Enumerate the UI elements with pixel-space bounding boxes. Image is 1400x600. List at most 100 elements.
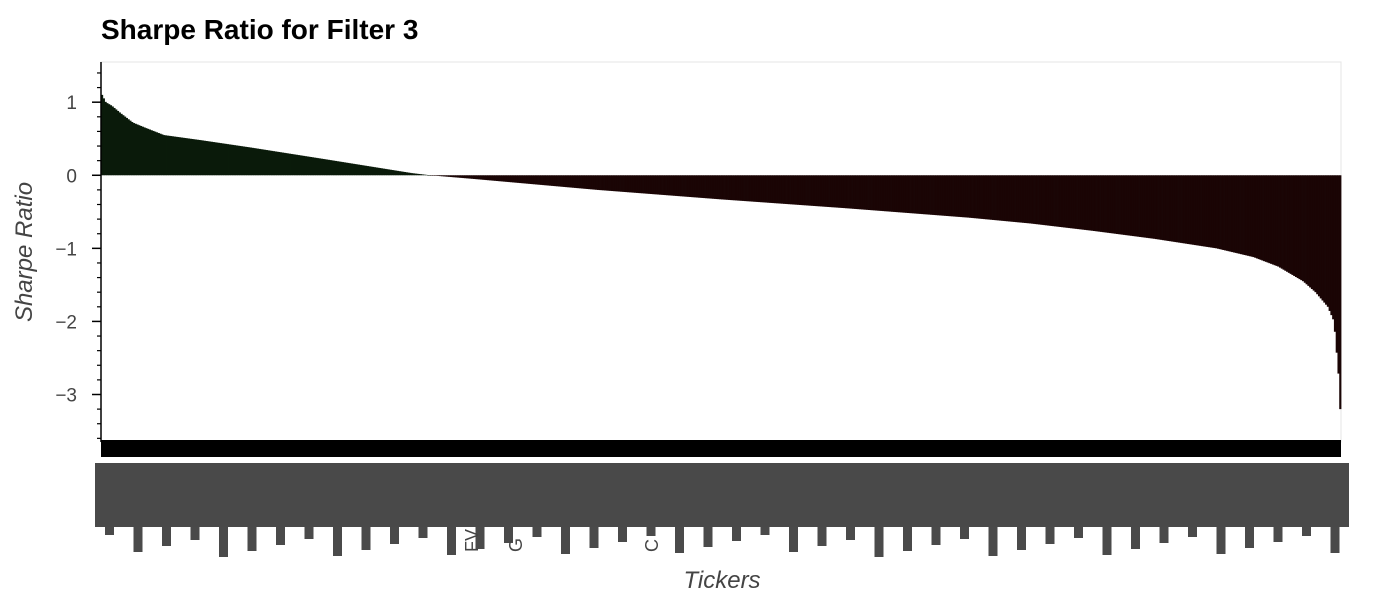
bar [396, 170, 399, 176]
bar [214, 142, 217, 176]
bar [976, 175, 979, 219]
bar [621, 175, 624, 192]
bar [1137, 175, 1140, 237]
bar [377, 167, 380, 176]
x-tick-label-mass [95, 463, 1349, 527]
bar [965, 175, 968, 218]
bar [692, 175, 695, 198]
bar [1220, 175, 1223, 250]
x-tick-label-overflow [874, 527, 884, 557]
bar [444, 175, 447, 177]
bar [903, 175, 906, 213]
bar [1078, 175, 1081, 230]
bar [154, 131, 157, 176]
bar [292, 154, 295, 176]
bar [651, 175, 655, 195]
bar [453, 175, 456, 178]
bar [1144, 175, 1147, 238]
bar [565, 175, 568, 188]
bar [1201, 175, 1204, 247]
bar [102, 98, 105, 176]
bar [605, 175, 609, 191]
bar [1064, 175, 1067, 228]
bar [379, 168, 382, 176]
bar [623, 175, 626, 192]
x-tick-label-overflow [333, 527, 342, 556]
bar [889, 175, 892, 212]
bar [1105, 175, 1108, 233]
bar [612, 175, 616, 192]
bar [527, 175, 531, 184]
bar [1119, 175, 1122, 235]
bar [458, 175, 461, 178]
bar [1333, 175, 1337, 332]
bar [503, 175, 506, 182]
bar [885, 175, 888, 212]
bar [380, 168, 384, 176]
bar [736, 175, 740, 201]
bar [173, 136, 176, 176]
x-tick-label-overflow [276, 527, 285, 545]
x-tick-label-overflow [988, 527, 998, 556]
bar [212, 142, 215, 176]
bar [1225, 175, 1229, 251]
bar [657, 175, 660, 195]
bar [368, 166, 371, 176]
bar [1209, 175, 1213, 248]
bar [729, 175, 733, 201]
bar [1046, 175, 1050, 226]
bar [768, 175, 771, 203]
x-tick-label-overflow [190, 527, 200, 540]
bar [821, 175, 825, 207]
x-tick-label-overflow [646, 527, 656, 536]
bar [545, 175, 548, 186]
bar [147, 128, 150, 176]
bar [535, 175, 538, 185]
bar [253, 148, 256, 176]
bar [935, 175, 938, 216]
bar [783, 175, 786, 204]
bar [566, 175, 570, 188]
bar [1206, 175, 1209, 247]
bar [1286, 175, 1289, 272]
bar [1243, 175, 1246, 255]
bar [299, 155, 302, 176]
bar [306, 156, 309, 176]
bar [1174, 175, 1177, 243]
bar [111, 106, 114, 176]
bar [258, 148, 261, 176]
bar [837, 175, 841, 208]
bar [281, 152, 284, 176]
bar [556, 175, 559, 187]
bar [1296, 175, 1299, 279]
bar [1039, 175, 1043, 225]
bar [660, 175, 663, 195]
bar [907, 175, 910, 213]
bar [951, 175, 954, 217]
bar [786, 175, 789, 205]
bar [1158, 175, 1161, 240]
bar [1227, 175, 1230, 252]
bar [1335, 175, 1338, 353]
bar [767, 175, 770, 203]
bar [887, 175, 890, 212]
bar [1248, 175, 1252, 257]
bar [104, 101, 107, 176]
bar [1162, 175, 1165, 241]
bar [138, 125, 141, 176]
bar [322, 158, 325, 176]
bar [868, 175, 871, 210]
bar [361, 165, 364, 176]
bar [1025, 175, 1028, 224]
bar [1279, 175, 1282, 268]
bar [201, 140, 205, 176]
bar [402, 171, 405, 176]
x-tick-label-overflow [504, 527, 513, 543]
bar [510, 175, 513, 183]
bar [697, 175, 701, 198]
bar [685, 175, 688, 197]
bar [403, 172, 407, 176]
bar [483, 175, 486, 180]
bar [1069, 175, 1073, 229]
bar [871, 175, 874, 211]
